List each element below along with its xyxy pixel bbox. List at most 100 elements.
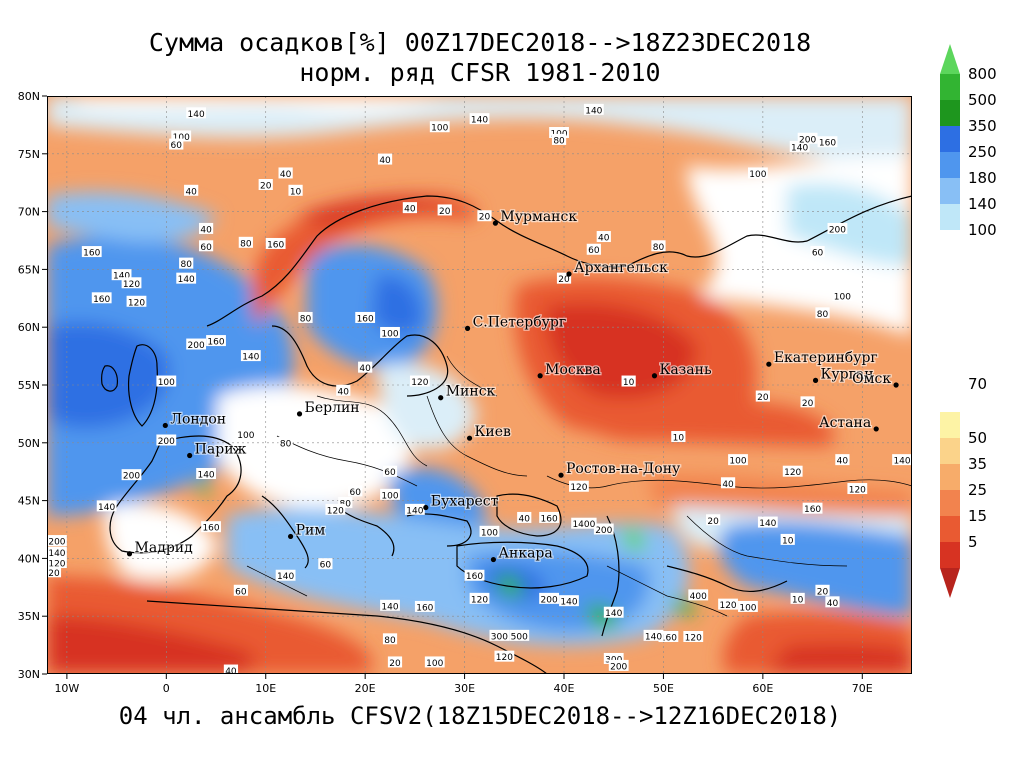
contour-label-bg [201, 521, 221, 533]
contour-label: 160 [804, 505, 821, 515]
city-label: Екатеринбург [774, 350, 878, 366]
contour-label-bg [539, 511, 559, 523]
contour-label-bg [494, 650, 515, 662]
contour-label-bg [409, 375, 430, 387]
contour-label-bg [569, 480, 589, 492]
contour-label-bg [176, 272, 197, 284]
city-marker [466, 435, 473, 441]
contour-label-bg [718, 598, 738, 610]
contour-label: 60 [812, 249, 824, 259]
contour-label-bg [437, 204, 452, 216]
contour-label-bg [464, 569, 485, 581]
contour-label: 200 [48, 538, 65, 548]
lat-tick-label: 50N [18, 437, 40, 450]
contour-label: 160 [819, 139, 836, 149]
contour-label: 300 [491, 632, 508, 642]
contour-label-bg [206, 335, 226, 347]
contour-label-bg [551, 133, 567, 145]
contour-label-bg [355, 311, 376, 323]
contour-label: 140 [645, 632, 662, 642]
legend-box [940, 100, 960, 126]
contour-label: 160 [207, 338, 224, 348]
contour-label: 100 [729, 457, 746, 467]
contour-label: 80 [240, 239, 252, 249]
contour-label-bg [789, 140, 810, 152]
contour-label: 10 [792, 595, 804, 605]
lon-tick-label: 70E [852, 682, 873, 695]
contour-label: 60 [588, 246, 600, 256]
contour-label: 40 [225, 667, 237, 674]
legend-box [940, 126, 960, 152]
city-label: Мурманск [500, 209, 577, 225]
city-marker [812, 377, 819, 383]
contour-label-bg [198, 222, 214, 234]
contour-label: 160 [660, 634, 677, 644]
contour-label: 200 [541, 595, 558, 605]
contour-label-bg [156, 434, 177, 446]
contour-label: 100 [834, 292, 851, 302]
contour-label: 140 [188, 110, 205, 120]
contour-label-bg [797, 132, 818, 144]
contour-label: 160 [202, 524, 219, 534]
contour-label: 120 [496, 653, 513, 663]
contour-label-bg [586, 243, 601, 255]
contour-label: 120 [719, 601, 736, 611]
lat-lon-grid [47, 96, 912, 674]
map-title: Сумма осадков[%] 00Z17DEC2018-->18Z23DEC… [148, 28, 812, 57]
contour-label: 60 [349, 488, 361, 498]
legend-label: 70 [968, 375, 987, 393]
contour-label-bg [240, 350, 261, 362]
contour-label-bg [720, 477, 736, 489]
contour-label: 120 [849, 486, 866, 496]
legend-triangle-bottom [940, 568, 960, 598]
contour-label-bg [223, 664, 239, 674]
contour-label: 40 [598, 234, 610, 244]
contour-label: 20 [558, 275, 570, 285]
contour-label: 10 [782, 536, 794, 546]
legend-box [940, 412, 960, 438]
city-label: Бухарест [431, 494, 499, 510]
contour-label: 140 [471, 116, 488, 126]
contour-label: 120 [123, 280, 140, 290]
contour-label: 60 [320, 561, 332, 571]
contour-label-bg [233, 584, 248, 596]
contour-label: 80 [384, 636, 396, 646]
contour-label-bg [380, 488, 400, 500]
contour-label: 140 [48, 549, 65, 559]
city-marker [490, 556, 497, 563]
contour-label: 140 [791, 143, 808, 153]
city-marker [558, 472, 564, 478]
contour-label: 100 [481, 528, 498, 538]
city-label: Архангельск [574, 260, 668, 276]
lat-tick-label: 30N [18, 668, 40, 681]
contour-label-bg [380, 599, 400, 611]
contour-label: 120 [327, 506, 344, 516]
contour-label-bg [469, 592, 490, 604]
contour-label-bg [643, 629, 664, 641]
contour-label: 10 [623, 378, 635, 388]
contour-label-bg [325, 503, 346, 515]
contour-label: 160 [357, 314, 374, 324]
contour-label: 140 [893, 457, 910, 467]
contour-label: 140 [178, 275, 195, 285]
contour-label-bg [111, 269, 132, 281]
contour-label-bg [815, 584, 830, 596]
contour-label: 160 [541, 514, 558, 524]
contour-label: 20 [757, 393, 769, 403]
city-marker [766, 361, 772, 367]
contour-label-bg [810, 246, 825, 258]
contour-label: 80 [300, 314, 312, 324]
city-label: Берлин [305, 400, 360, 416]
contour-label-bg [489, 629, 510, 641]
contour-label: 60 [235, 587, 247, 597]
contour-label-bg [96, 500, 117, 512]
contour-label-bg [583, 103, 604, 115]
city-label: Рим [296, 522, 326, 538]
contour-label: 140 [113, 272, 130, 282]
legend-label: 25 [968, 481, 987, 499]
legend-boxes [940, 44, 960, 598]
contour-label: 20 [817, 587, 829, 597]
contour-label-bg [380, 326, 400, 338]
legend-label: 500 [968, 91, 997, 109]
contour-label-bg [402, 202, 418, 214]
